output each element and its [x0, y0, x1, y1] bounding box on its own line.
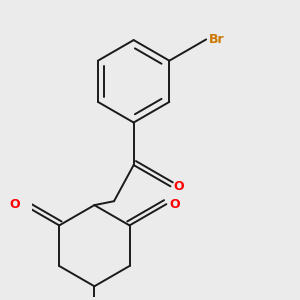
- Text: O: O: [9, 198, 20, 211]
- Text: O: O: [169, 198, 180, 211]
- Text: Br: Br: [209, 33, 224, 46]
- Text: O: O: [173, 180, 184, 193]
